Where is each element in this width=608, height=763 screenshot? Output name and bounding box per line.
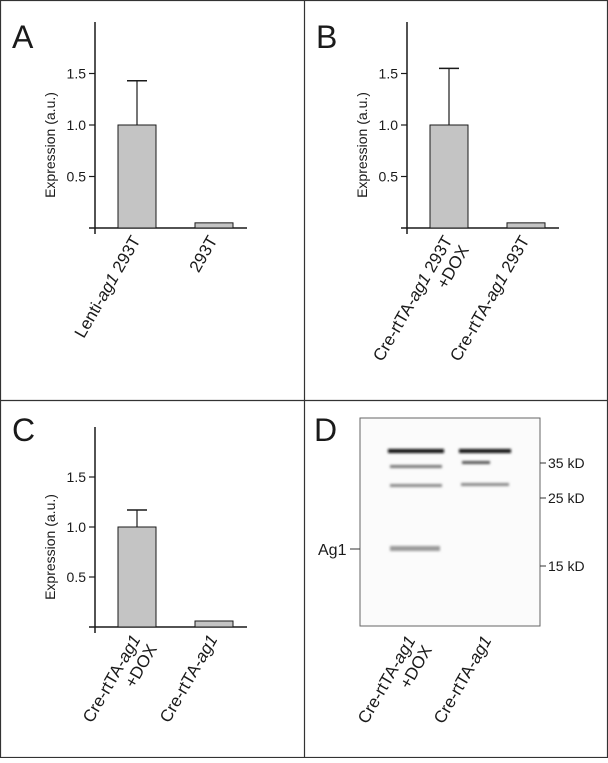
category-label-text: Cre-rtTA-ag1 293T	[369, 233, 456, 365]
category-label-text: 293T	[186, 233, 222, 276]
bar	[429, 124, 469, 229]
bar	[117, 124, 157, 229]
panel-label: A	[12, 19, 34, 55]
y-tick-label: 1.0	[67, 519, 87, 535]
category-label: 293T	[186, 233, 222, 276]
band-label: Ag1	[318, 542, 347, 559]
y-tick-label: 1.5	[67, 469, 87, 485]
bar	[506, 222, 546, 229]
y-tick-label: 1.5	[379, 66, 399, 82]
category-label: Cre-rtTA-ag1	[430, 633, 495, 727]
y-tick-label: 1.0	[379, 117, 399, 133]
category-label: Cre-rtTA-ag1+DOX	[79, 632, 161, 726]
bar	[117, 526, 157, 628]
y-tick-label: 0.5	[67, 569, 87, 585]
blot-membrane	[359, 417, 541, 627]
panel-b-chart: 0.5 1.0 1.5 Expression (a.u.) Cre-rtTA-ag1 2…	[354, 22, 559, 365]
category-label-text: Cre-rtTA-ag1	[430, 633, 495, 727]
panel-d-blot: 35 kD 25 kD 15 kD Ag1 Cre-rtTA-ag1+DOXCr…	[318, 417, 585, 727]
y-tick-label: 0.5	[379, 169, 399, 185]
blot-band	[462, 461, 490, 464]
category-label-text: Cre-rtTA-ag1	[156, 632, 221, 726]
y-axis-label: Expression (a.u.)	[354, 92, 370, 198]
marker-label: 15 kD	[548, 558, 585, 574]
blot-band	[388, 449, 444, 453]
y-axis-label: Expression (a.u.)	[42, 92, 58, 198]
category-label: Cre-rtTA-ag1	[156, 632, 221, 726]
category-label: Cre-rtTA-ag1+DOX	[354, 633, 436, 727]
y-tick-label: 1.0	[67, 117, 87, 133]
blot-band	[461, 483, 509, 486]
marker-label: 25 kD	[548, 490, 585, 506]
panel-label: C	[12, 412, 35, 448]
blot-band	[459, 449, 511, 453]
blot-band-ag1	[390, 546, 440, 551]
y-tick-label: 0.5	[67, 169, 87, 185]
blot-band	[390, 484, 442, 487]
marker-label: 35 kD	[548, 455, 585, 471]
y-tick-label: 1.5	[67, 66, 87, 82]
category-label: Lenti-ag1 293T	[71, 233, 145, 342]
panel-c-chart: 0.5 1.0 1.5 Expression (a.u.) Cre-rtTA-ag1+D…	[42, 427, 247, 726]
bar	[194, 222, 234, 229]
panel-a-chart: 0.5 1.0 1.5 Expression (a.u.) Lenti-ag1 293T…	[42, 22, 247, 341]
panel-label: B	[316, 19, 337, 55]
blot-band	[390, 465, 442, 468]
bar	[194, 620, 234, 628]
category-label-text: Lenti-ag1 293T	[71, 233, 145, 342]
y-axis-label: Expression (a.u.)	[42, 494, 58, 600]
panel-label: D	[314, 412, 337, 448]
